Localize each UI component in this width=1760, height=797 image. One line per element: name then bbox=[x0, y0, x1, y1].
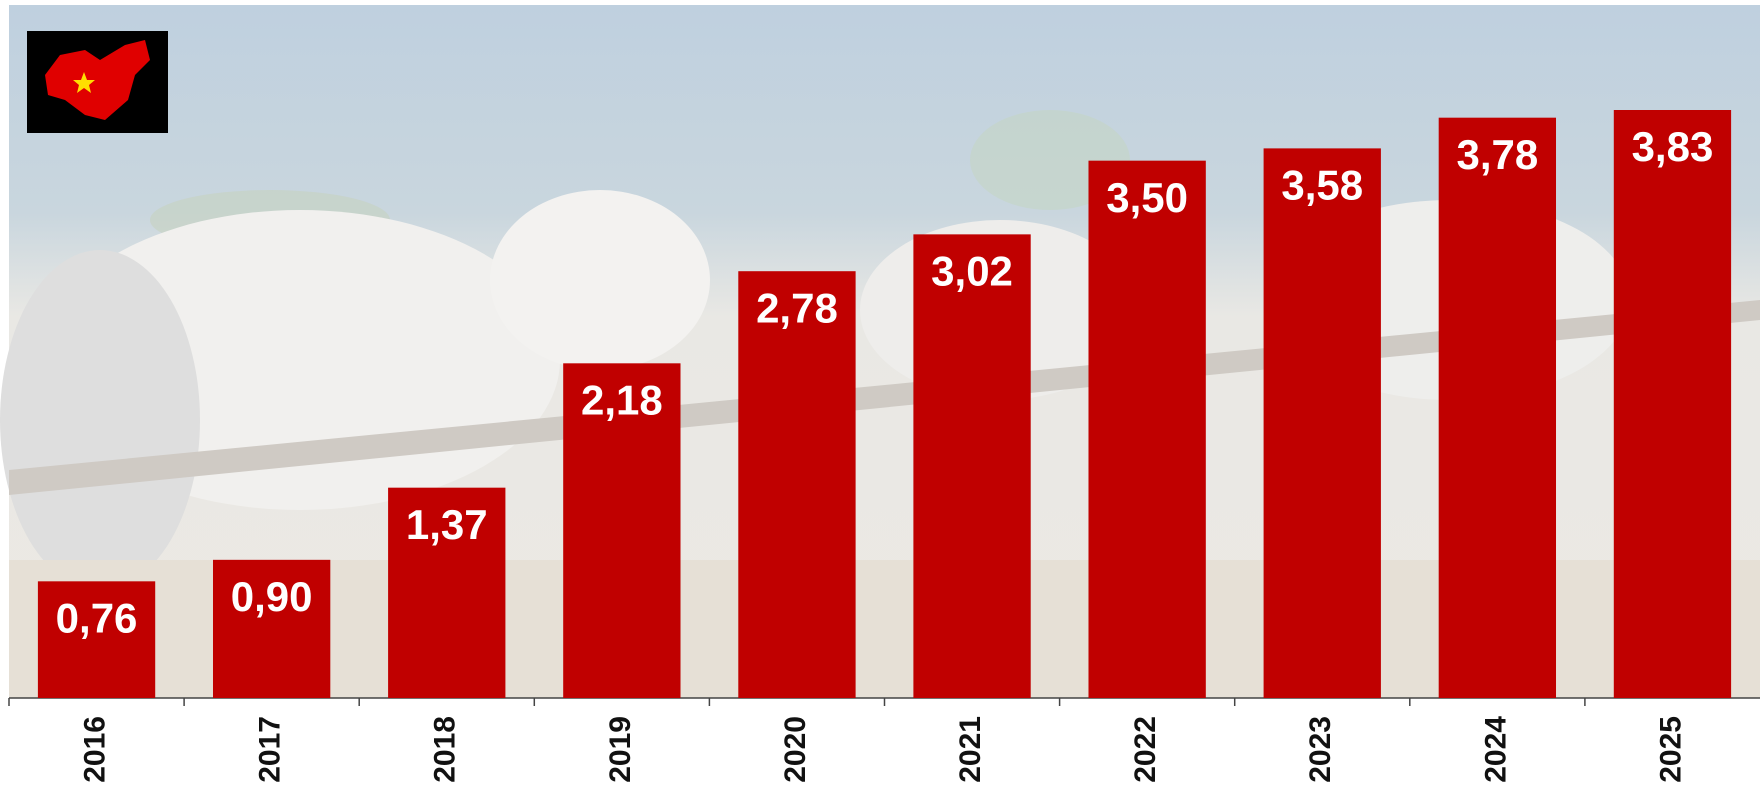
bar bbox=[1088, 161, 1205, 698]
value-label: 3,78 bbox=[1456, 131, 1538, 178]
value-label: 2,18 bbox=[581, 376, 663, 423]
x-tick-label: 2017 bbox=[254, 716, 287, 783]
x-tick-label: 2025 bbox=[1654, 716, 1687, 783]
bar bbox=[1439, 118, 1556, 698]
x-tick-label: 2018 bbox=[429, 716, 462, 783]
value-label: 3,83 bbox=[1632, 123, 1714, 170]
value-label: 0,90 bbox=[231, 573, 313, 620]
x-tick-label: 2021 bbox=[954, 716, 987, 783]
value-label: 1,37 bbox=[406, 501, 488, 548]
value-label: 0,76 bbox=[56, 594, 138, 641]
bar bbox=[738, 271, 855, 698]
x-tick-label: 2024 bbox=[1479, 716, 1512, 783]
page: 0,76 2016 0,90 2017 1,37 2018 2,18 2019 2,78 2020… bbox=[0, 0, 1760, 797]
x-tick-label: 2023 bbox=[1304, 716, 1337, 783]
value-label: 3,02 bbox=[931, 247, 1013, 294]
x-tick-label: 2022 bbox=[1129, 716, 1162, 783]
bar bbox=[913, 234, 1030, 698]
chart: 0,76 2016 0,90 2017 1,37 2018 2,18 2019 2,78 2020… bbox=[0, 0, 1760, 797]
x-tick-label: 2019 bbox=[604, 716, 637, 783]
bar bbox=[1264, 148, 1381, 698]
value-label: 3,58 bbox=[1281, 161, 1363, 208]
bar bbox=[1614, 110, 1731, 698]
x-tick-label: 2016 bbox=[78, 716, 111, 783]
value-label: 2,78 bbox=[756, 284, 838, 331]
x-tick-label: 2020 bbox=[779, 716, 812, 783]
flag-icon bbox=[27, 31, 168, 133]
value-label: 3,50 bbox=[1106, 174, 1188, 221]
